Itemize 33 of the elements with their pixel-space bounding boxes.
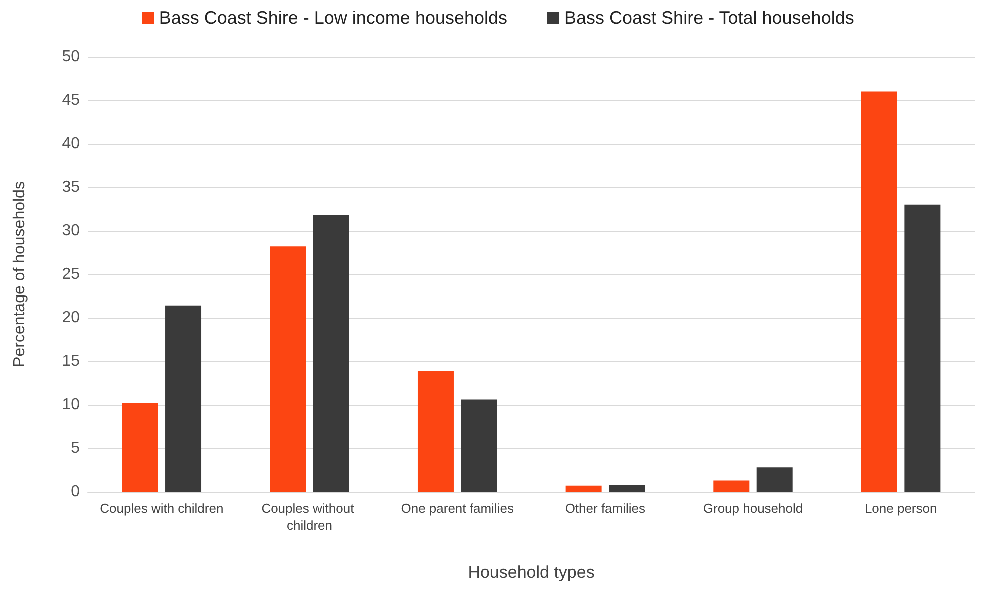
bar [122, 403, 158, 492]
bar [714, 480, 750, 492]
y-axis-title: Percentage of households [12, 182, 28, 368]
y-tick-label: 30 [62, 222, 80, 240]
bar [566, 486, 602, 492]
bar [418, 371, 454, 492]
y-tick-label: 40 [62, 136, 80, 152]
legend-label: Bass Coast Shire - Total households [564, 8, 854, 28]
bar [166, 306, 202, 492]
y-tick-label: 35 [62, 179, 80, 196]
bar [756, 468, 793, 492]
x-tick-label: Group household [703, 501, 804, 516]
y-tick-label: 50 [62, 48, 80, 66]
y-tick-label: 10 [62, 396, 80, 414]
x-tick-label: Other families [565, 501, 646, 516]
x-axis-title: Household types [468, 563, 595, 582]
x-tick-label: One parent families [401, 501, 514, 516]
bar [461, 400, 498, 492]
y-tick-label: 20 [62, 310, 80, 326]
bar [861, 92, 898, 492]
y-tick-label: 45 [62, 92, 80, 109]
legend-label: Bass Coast Shire - Low income households [159, 8, 508, 28]
bar [904, 204, 941, 492]
bar [609, 485, 646, 492]
x-tick-label: Couples without children [262, 501, 358, 533]
x-tick-label: Couples with children [100, 501, 224, 516]
y-tick-label: 15 [62, 353, 80, 370]
x-tick-label: Lone person [864, 501, 938, 516]
y-tick-label: 25 [62, 266, 80, 283]
y-tick-label: 5 [71, 440, 80, 457]
bar [313, 215, 350, 492]
y-tick-label: 0 [71, 484, 80, 500]
bar [270, 246, 306, 492]
